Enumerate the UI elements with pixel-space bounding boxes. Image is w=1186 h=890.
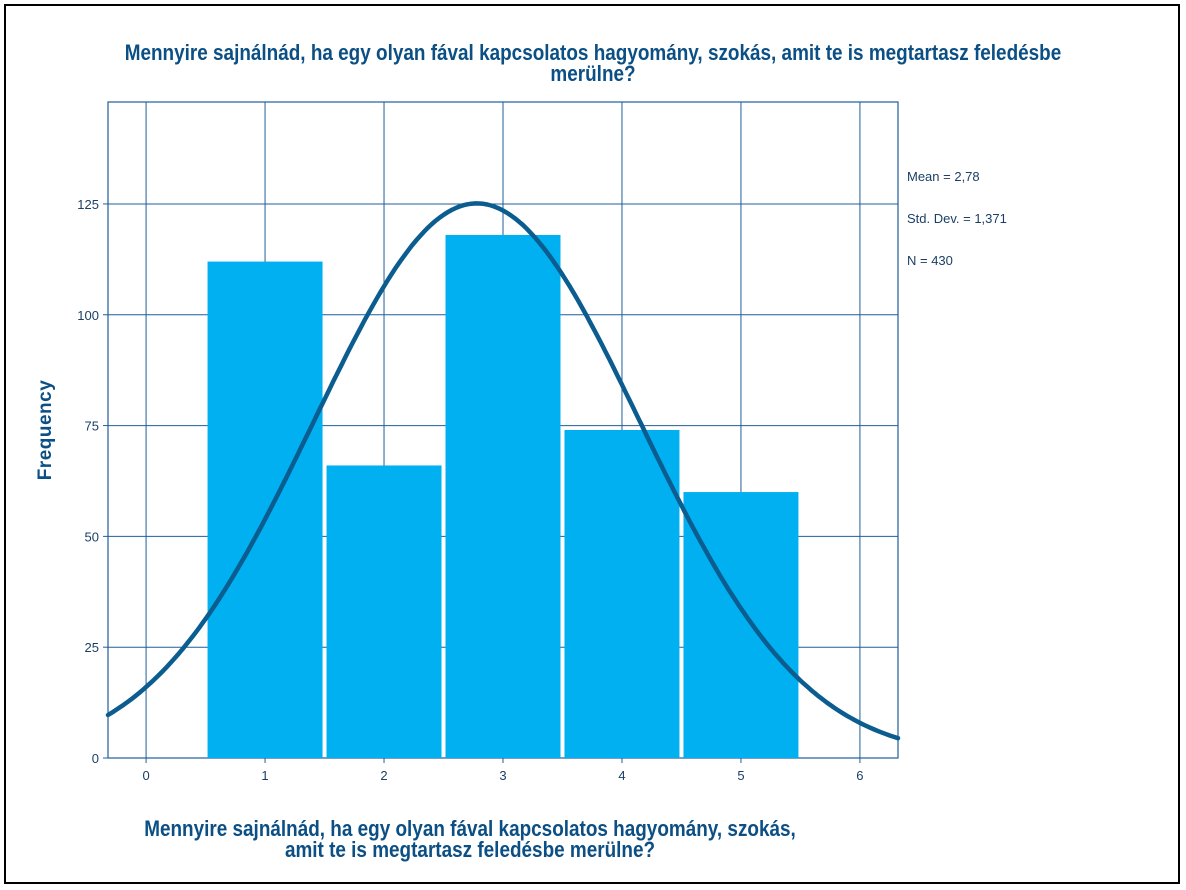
- stats-n: N = 430: [907, 253, 953, 268]
- x-tick-label-4: 4: [618, 768, 625, 783]
- stats-box: Mean = 2,78 Std. Dev. = 1,371 N = 430: [907, 142, 1007, 282]
- y-tick-label-125: 125: [77, 197, 99, 212]
- stats-std-dev: Std. Dev. = 1,371: [907, 211, 1007, 226]
- x-tick-label-1: 1: [261, 768, 268, 783]
- chart-title: Mennyire sajnálnád, ha egy olyan fával k…: [124, 40, 1062, 86]
- x-tick-label-5: 5: [737, 768, 744, 783]
- x-tick-label-2: 2: [380, 768, 387, 783]
- bar-2: [326, 465, 442, 758]
- bar-4: [564, 430, 680, 758]
- y-tick-label-25: 25: [85, 640, 99, 655]
- bar-3: [445, 234, 561, 759]
- x-tick-label-0: 0: [142, 768, 149, 783]
- x-axis-label: Mennyire sajnálnád, ha egy olyan fával k…: [144, 816, 796, 862]
- bar-1: [207, 261, 323, 758]
- y-tick-label-50: 50: [85, 529, 99, 544]
- x-tick-label-3: 3: [499, 768, 506, 783]
- x-tick-label-6: 6: [856, 768, 863, 783]
- normal-curve: [105, 201, 901, 741]
- y-tick-label-100: 100: [77, 308, 99, 323]
- y-tick-label-75: 75: [85, 419, 99, 434]
- y-tick-label-0: 0: [92, 751, 99, 766]
- stats-mean: Mean = 2,78: [907, 169, 980, 184]
- bar-5: [683, 492, 799, 758]
